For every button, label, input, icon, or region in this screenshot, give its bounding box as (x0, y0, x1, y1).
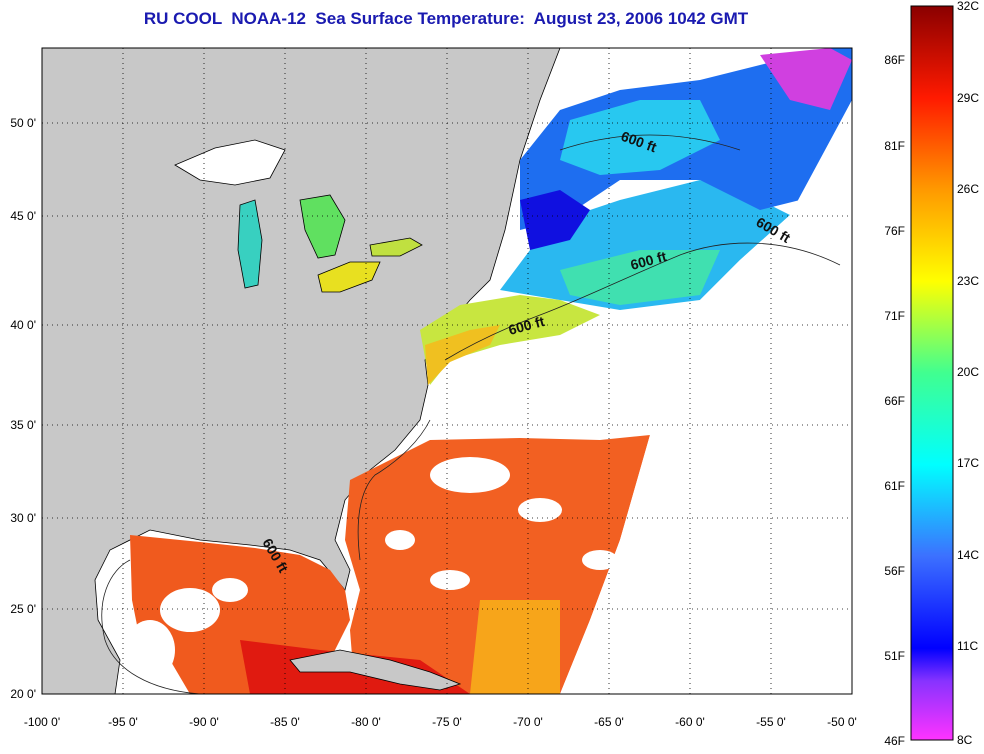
x-tick-label: -60 0' (675, 715, 705, 729)
f-label: 71F (884, 309, 905, 323)
isobath-lines (101, 134, 841, 694)
f-label: 66F (884, 394, 905, 408)
f-label: 51F (884, 649, 905, 663)
colorbar-celsius-labels: 32C 29C 26C 23C 20C 17C 14C 11C 8C (957, 0, 979, 747)
map-title: RU COOL NOAA-12 Sea Surface Temperature:… (143, 9, 749, 28)
f-label: 76F (884, 224, 905, 238)
gulf-stream-warm (345, 435, 650, 694)
y-tick-label: 50 0' (10, 116, 36, 130)
x-tick-label: -100 0' (24, 715, 60, 729)
x-tick-label: -75 0' (432, 715, 462, 729)
land-mass (42, 48, 561, 694)
x-tick-label: -90 0' (189, 715, 219, 729)
x-tick-label: -85 0' (270, 715, 300, 729)
color-bar-gradient (910, 5, 954, 741)
x-axis: -100 0' -95 0' -90 0' -85 0' -80 0' -75 … (24, 715, 857, 729)
great-lakes (174, 139, 423, 293)
y-tick-label: 25 0' (10, 602, 36, 616)
c-label: 20C (957, 365, 979, 379)
c-label: 17C (957, 456, 979, 470)
f-label: 56F (884, 564, 905, 578)
colorbar-fahrenheit-labels: 86F 81F 76F 71F 66F 61F 56F 51F 46F (884, 53, 905, 748)
lat-lon-grid (42, 48, 852, 694)
f-label: 81F (884, 139, 905, 153)
y-tick-label: 40 0' (10, 318, 36, 332)
color-bar: 86F 81F 76F 71F 66F 61F 56F 51F 46F 32C … (884, 0, 979, 748)
y-tick-label: 35 0' (10, 418, 36, 432)
x-tick-label: -50 0' (827, 715, 857, 729)
x-tick-label: -80 0' (351, 715, 381, 729)
c-label: 23C (957, 274, 979, 288)
x-tick-label: -95 0' (108, 715, 138, 729)
c-label: 32C (957, 0, 979, 13)
f-label: 86F (884, 53, 905, 67)
map-frame (41, 47, 853, 695)
y-tick-label: 20 0' (10, 687, 36, 701)
f-label: 61F (884, 479, 905, 493)
c-label: 26C (957, 182, 979, 196)
x-tick-label: -55 0' (756, 715, 786, 729)
y-axis: 50 0' 45 0' 40 0' 35 0' 30 0' 25 0' 20 0… (10, 116, 36, 701)
c-label: 14C (957, 548, 979, 562)
map-plot-area: 600 ft 600 ft 600 ft 600 ft 600 ft (42, 48, 852, 694)
cloud-patches (125, 342, 700, 680)
x-tick-label: -65 0' (594, 715, 624, 729)
y-tick-label: 45 0' (10, 209, 36, 223)
cuba-island (289, 649, 462, 691)
y-tick-label: 30 0' (10, 511, 36, 525)
c-label: 8C (957, 733, 973, 747)
shelf-warm-water (420, 295, 600, 385)
x-tick-label: -70 0' (513, 715, 543, 729)
c-label: 29C (957, 91, 979, 105)
c-label: 11C (957, 639, 978, 653)
f-label: 46F (884, 734, 905, 748)
